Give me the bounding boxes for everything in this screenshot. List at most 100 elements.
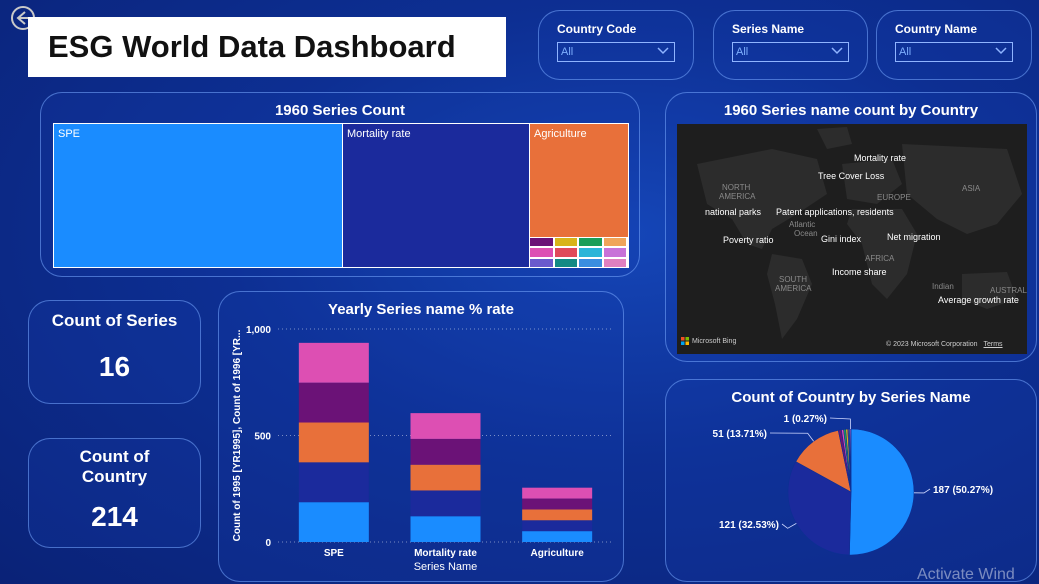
slicer-country-name: Country Name All bbox=[876, 10, 1032, 80]
card-count-of-country: Count of Country 214 bbox=[28, 438, 201, 548]
chevron-down-icon bbox=[995, 47, 1007, 55]
series-name-dropdown[interactable]: All bbox=[732, 42, 849, 62]
bar-segment[interactable] bbox=[522, 531, 593, 542]
y-tick-label: 1,000 bbox=[246, 325, 271, 336]
bar-segment[interactable] bbox=[298, 422, 369, 463]
map-label[interactable]: Poverty ratio bbox=[723, 235, 774, 245]
continent-label: EUROPE bbox=[877, 193, 911, 202]
pie-chart-title: Count of Country by Series Name bbox=[731, 389, 971, 406]
card-value: 214 bbox=[91, 501, 138, 532]
slicer-label: Country Code bbox=[557, 22, 637, 36]
chevron-down-icon bbox=[831, 47, 843, 55]
country-code-dropdown[interactable]: All bbox=[557, 42, 675, 62]
slicer-country-code: Country Code All bbox=[538, 10, 694, 80]
card-value: 16 bbox=[98, 351, 131, 382]
treemap-small-cell[interactable] bbox=[554, 238, 577, 247]
treemap-small-cell[interactable] bbox=[579, 248, 602, 257]
bar-segment[interactable] bbox=[522, 520, 593, 532]
pie-slice[interactable] bbox=[849, 428, 915, 556]
x-tick-label: SPE bbox=[324, 548, 344, 559]
bing-label: Microsoft Bing bbox=[692, 337, 737, 345]
pie-leader-line bbox=[769, 432, 814, 442]
continent-label: Indian bbox=[932, 282, 954, 291]
pie-chart: 187 (50.27%) 121 (32.53%) 51 (13.71%) 1 (0.… bbox=[713, 414, 993, 556]
bar-segment[interactable] bbox=[410, 413, 481, 439]
bar-segment[interactable] bbox=[522, 498, 593, 510]
activate-windows-watermark: Activate Wind bbox=[917, 566, 1015, 583]
pie-slice[interactable] bbox=[795, 429, 852, 493]
treemap-small-cell[interactable] bbox=[554, 258, 577, 267]
bar-segment[interactable] bbox=[522, 487, 593, 499]
treemap-small-cell[interactable] bbox=[603, 258, 626, 267]
bar-segment[interactable] bbox=[298, 462, 369, 503]
treemap-small-cell[interactable] bbox=[579, 258, 602, 267]
treemap-small-cell[interactable] bbox=[603, 238, 626, 247]
map-label[interactable]: Average growth rate bbox=[938, 295, 1019, 305]
treemap: SPE Mortality rate Agriculture bbox=[53, 123, 629, 268]
map-title: 1960 Series name count by Country bbox=[723, 102, 979, 119]
treemap-cell-label: Mortality rate bbox=[347, 128, 411, 140]
bar-segment[interactable] bbox=[410, 516, 481, 542]
bar-segment[interactable] bbox=[298, 382, 369, 423]
continent-label: AFRICA bbox=[865, 254, 895, 263]
pie-leader-line bbox=[781, 522, 797, 529]
treemap-small-cells bbox=[529, 237, 629, 268]
copyright-text: © 2023 Microsoft Corporation bbox=[886, 341, 978, 348]
continent-label: NORTH bbox=[722, 183, 751, 192]
chevron-down-icon bbox=[657, 47, 669, 55]
treemap-small-cell[interactable] bbox=[579, 238, 602, 247]
continent-label: AMERICA bbox=[719, 192, 756, 201]
country-name-dropdown[interactable]: All bbox=[895, 42, 1013, 62]
bar-segment[interactable] bbox=[298, 502, 369, 542]
bar-segment[interactable] bbox=[410, 438, 481, 465]
map-label[interactable]: Gini index bbox=[821, 234, 862, 244]
continent-label: AMERICA bbox=[775, 284, 812, 293]
treemap-cell-agriculture[interactable]: Agriculture bbox=[529, 123, 629, 238]
bing-logo: Microsoft Bing bbox=[681, 337, 736, 345]
slicer-label: Series Name bbox=[732, 22, 805, 36]
treemap-small-cell[interactable] bbox=[603, 248, 626, 257]
treemap-small-cell[interactable] bbox=[530, 248, 553, 257]
dropdown-value: All bbox=[561, 46, 574, 58]
card-title: Count of Series bbox=[51, 311, 178, 330]
bar-segment[interactable] bbox=[298, 342, 369, 383]
page-title: ESG World Data Dashboard bbox=[28, 17, 506, 77]
treemap-cell-label: SPE bbox=[58, 128, 81, 140]
map-label[interactable]: Patent applications, residents bbox=[776, 207, 894, 217]
world-map[interactable]: NORTH AMERICA EUROPE ASIA Atlantic Ocean… bbox=[677, 124, 1027, 354]
pie-leader-line bbox=[913, 488, 931, 494]
card-count-of-series: Count of Series 16 bbox=[28, 300, 201, 404]
x-tick-label: Agriculture bbox=[530, 548, 584, 559]
continent-label: AUSTRAL bbox=[990, 286, 1027, 295]
treemap-small-cell[interactable] bbox=[554, 248, 577, 257]
y-tick-label: 500 bbox=[254, 432, 271, 443]
bar-segment[interactable] bbox=[410, 490, 481, 517]
y-tick-label: 0 bbox=[265, 538, 271, 549]
treemap-cell-mortality-rate[interactable]: Mortality rate bbox=[342, 123, 530, 268]
continents-shapes bbox=[697, 127, 1022, 339]
pie-data-label: 51 (13.71%) bbox=[713, 429, 767, 440]
map-label[interactable]: Mortality rate bbox=[854, 153, 907, 163]
terms-link[interactable]: Terms bbox=[983, 341, 1003, 348]
pie-data-label: 121 (32.53%) bbox=[719, 520, 779, 531]
bar-segment[interactable] bbox=[522, 509, 593, 521]
slicer-label: Country Name bbox=[895, 22, 978, 36]
treemap-cell-spe[interactable]: SPE bbox=[53, 123, 343, 268]
map-label[interactable]: Tree Cover Loss bbox=[818, 171, 885, 181]
map-copyright: © 2023 Microsoft Corporation Terms bbox=[886, 341, 1003, 348]
dropdown-value: All bbox=[899, 46, 912, 58]
slicer-series-name: Series Name All bbox=[713, 10, 868, 80]
map-label[interactable]: Net migration bbox=[887, 232, 941, 242]
bar-chart-title: Yearly Series name % rate bbox=[328, 301, 514, 318]
treemap-small-cell[interactable] bbox=[530, 238, 553, 247]
map-label[interactable]: Income share bbox=[832, 267, 887, 277]
pie-leader-line bbox=[829, 417, 851, 430]
treemap-small-cell[interactable] bbox=[530, 258, 553, 267]
card-title-line2: Country bbox=[81, 467, 148, 486]
pie-data-label: 187 (50.27%) bbox=[933, 485, 993, 496]
map-label[interactable]: national parks bbox=[705, 207, 762, 217]
microsoft-logo-icon bbox=[681, 337, 689, 345]
card-title-line1: Count of bbox=[79, 447, 150, 466]
bar-segment[interactable] bbox=[410, 464, 481, 491]
